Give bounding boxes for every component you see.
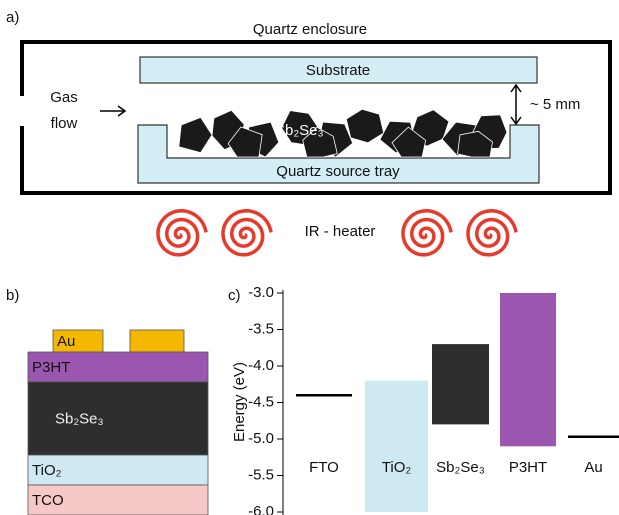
substrate-label: Substrate bbox=[306, 62, 370, 79]
x-tick-label: Au bbox=[584, 459, 602, 476]
layer-label: Sb₂Se₃ bbox=[55, 410, 104, 427]
crystal bbox=[346, 109, 383, 143]
layer-label: P3HT bbox=[32, 359, 70, 376]
y-tick-label: -4.0 bbox=[248, 357, 274, 374]
energy-band bbox=[365, 381, 428, 512]
y-tick-label: -6.0 bbox=[248, 503, 274, 515]
x-tick-label: FTO bbox=[309, 459, 339, 476]
y-tick-label: -4.5 bbox=[248, 393, 274, 410]
x-tick-label: P3HT bbox=[509, 459, 547, 476]
crystal bbox=[179, 117, 212, 152]
energy-band bbox=[432, 344, 489, 424]
heater-coil bbox=[468, 211, 516, 255]
heater-coil bbox=[158, 211, 206, 255]
energy-band bbox=[500, 293, 556, 446]
heater-coil bbox=[403, 211, 451, 255]
sb2se3-source bbox=[179, 109, 507, 157]
material-label: Sb₂Se₃ bbox=[275, 122, 324, 139]
y-tick-label: -3.5 bbox=[248, 320, 274, 337]
y-axis-label: Energy (eV) bbox=[231, 362, 248, 442]
gas-label: flow bbox=[51, 115, 78, 132]
x-tick-label: Sb₂Se₃ bbox=[436, 459, 485, 476]
device-stack: Au P3HT Sb₂Se₃ TiO₂ TCO bbox=[28, 330, 208, 515]
layer-label: Au bbox=[57, 333, 75, 350]
figure: a) Quartz enclosure Substrate Quartz sou… bbox=[0, 0, 619, 515]
x-tick-label: TiO₂ bbox=[382, 459, 412, 476]
heater-coil bbox=[223, 211, 271, 255]
tray-label: Quartz source tray bbox=[276, 163, 400, 180]
enclosure-label: Quartz enclosure bbox=[253, 21, 367, 38]
gas-arrow bbox=[100, 106, 125, 116]
panel-label: c) bbox=[228, 287, 241, 304]
electrode bbox=[130, 330, 184, 352]
y-tick-label: -5.0 bbox=[248, 430, 274, 447]
gap-arrow bbox=[511, 85, 521, 124]
y-tick-label: -3.0 bbox=[248, 284, 274, 301]
gap-label: ~ 5 mm bbox=[530, 96, 580, 113]
gas-label: Gas bbox=[50, 89, 78, 106]
panel-label: b) bbox=[6, 287, 19, 304]
layer-label: TCO bbox=[32, 492, 64, 509]
layer-label: TiO₂ bbox=[32, 462, 62, 479]
y-tick-label: -5.5 bbox=[248, 466, 274, 483]
heater-label: IR - heater bbox=[305, 223, 376, 240]
panel-label: a) bbox=[6, 9, 19, 26]
